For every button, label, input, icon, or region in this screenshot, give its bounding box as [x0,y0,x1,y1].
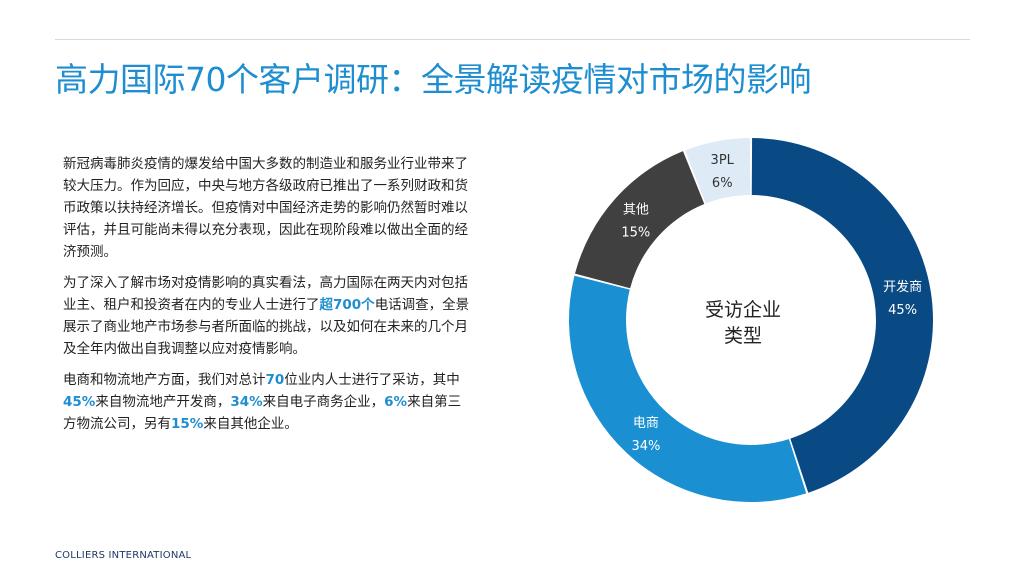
center-label-line2: 类型 [724,325,762,347]
slice-label-2: 其他 [623,202,649,217]
top-divider [55,39,970,40]
paragraph-2-highlight: 超700个 [319,297,375,313]
paragraph-3-highlight-2: 45% [63,394,96,410]
paragraph-3-text-e: 来自第三方物流公司，另有 [63,394,462,432]
paragraph-3-text-d: 来自电子商务企业， [262,394,385,410]
paragraph-3: 电商和物流地产方面，我们对总计70位业内人士进行了采访，其中 45%来自物流地产开… [63,369,471,435]
body-text: 新冠病毒肺炎疫情的爆发给中国大多数的制造业和服务业行业带来了较大压力。作为回应，… [63,153,471,444]
footer-brand: COLLIERS INTERNATIONAL [55,550,192,561]
slice-value-1: 34% [631,439,660,454]
paragraph-3-highlight-4: 6% [384,394,408,410]
slice-value-0: 45% [888,303,917,318]
slice-value-3: 6% [712,176,733,191]
slice-label-3: 3PL [711,153,735,168]
paragraph-3-text-b: 位业内人士进行了采访，其中 [284,372,460,388]
slice-label-1: 电商 [633,416,659,431]
page-title: 高力国际70个客户调研：全景解读疫情对市场的影响 [55,60,812,99]
donut-labels: 开发商 45% 电商 34% 其他 15% 3PL 6% [621,153,922,454]
donut-slice-3 [685,138,751,204]
slice-value-2: 15% [621,225,650,240]
center-label-line1: 受访企业 [705,299,781,321]
donut-slice-2 [574,151,705,289]
paragraph-3-text-c: 来自物流地产开发商， [95,394,231,410]
donut-slices [569,138,934,502]
paragraph-3-highlight-5: 15% [171,416,204,432]
donut-slice-1 [569,275,807,502]
slice-label-0: 开发商 [883,279,922,295]
paragraph-2-text-a: 为了深入了解市场对疫情影响的真实看法，高力国际在两天内对包括业主、租户和投资者在… [63,275,468,313]
paragraph-2-text-b: 电话调查，全景展示了商业地产市场参与者所面临的挑战，以及如何在未来的几个月及全年… [63,297,470,357]
paragraph-3-text-a: 电商和物流地产方面，我们对总计 [63,372,266,388]
paragraph-3-highlight-3: 34% [230,394,263,410]
paragraph-2: 为了深入了解市场对疫情影响的真实看法，高力国际在两天内对包括业主、租户和投资者在… [63,272,471,360]
paragraph-3-highlight-1: 70 [265,372,285,388]
paragraph-3-text-f: 来自其他企业。 [203,416,298,432]
donut-slice-0 [751,138,934,493]
paragraph-1: 新冠病毒肺炎疫情的爆发给中国大多数的制造业和服务业行业带来了较大压力。作为回应，… [63,156,468,260]
